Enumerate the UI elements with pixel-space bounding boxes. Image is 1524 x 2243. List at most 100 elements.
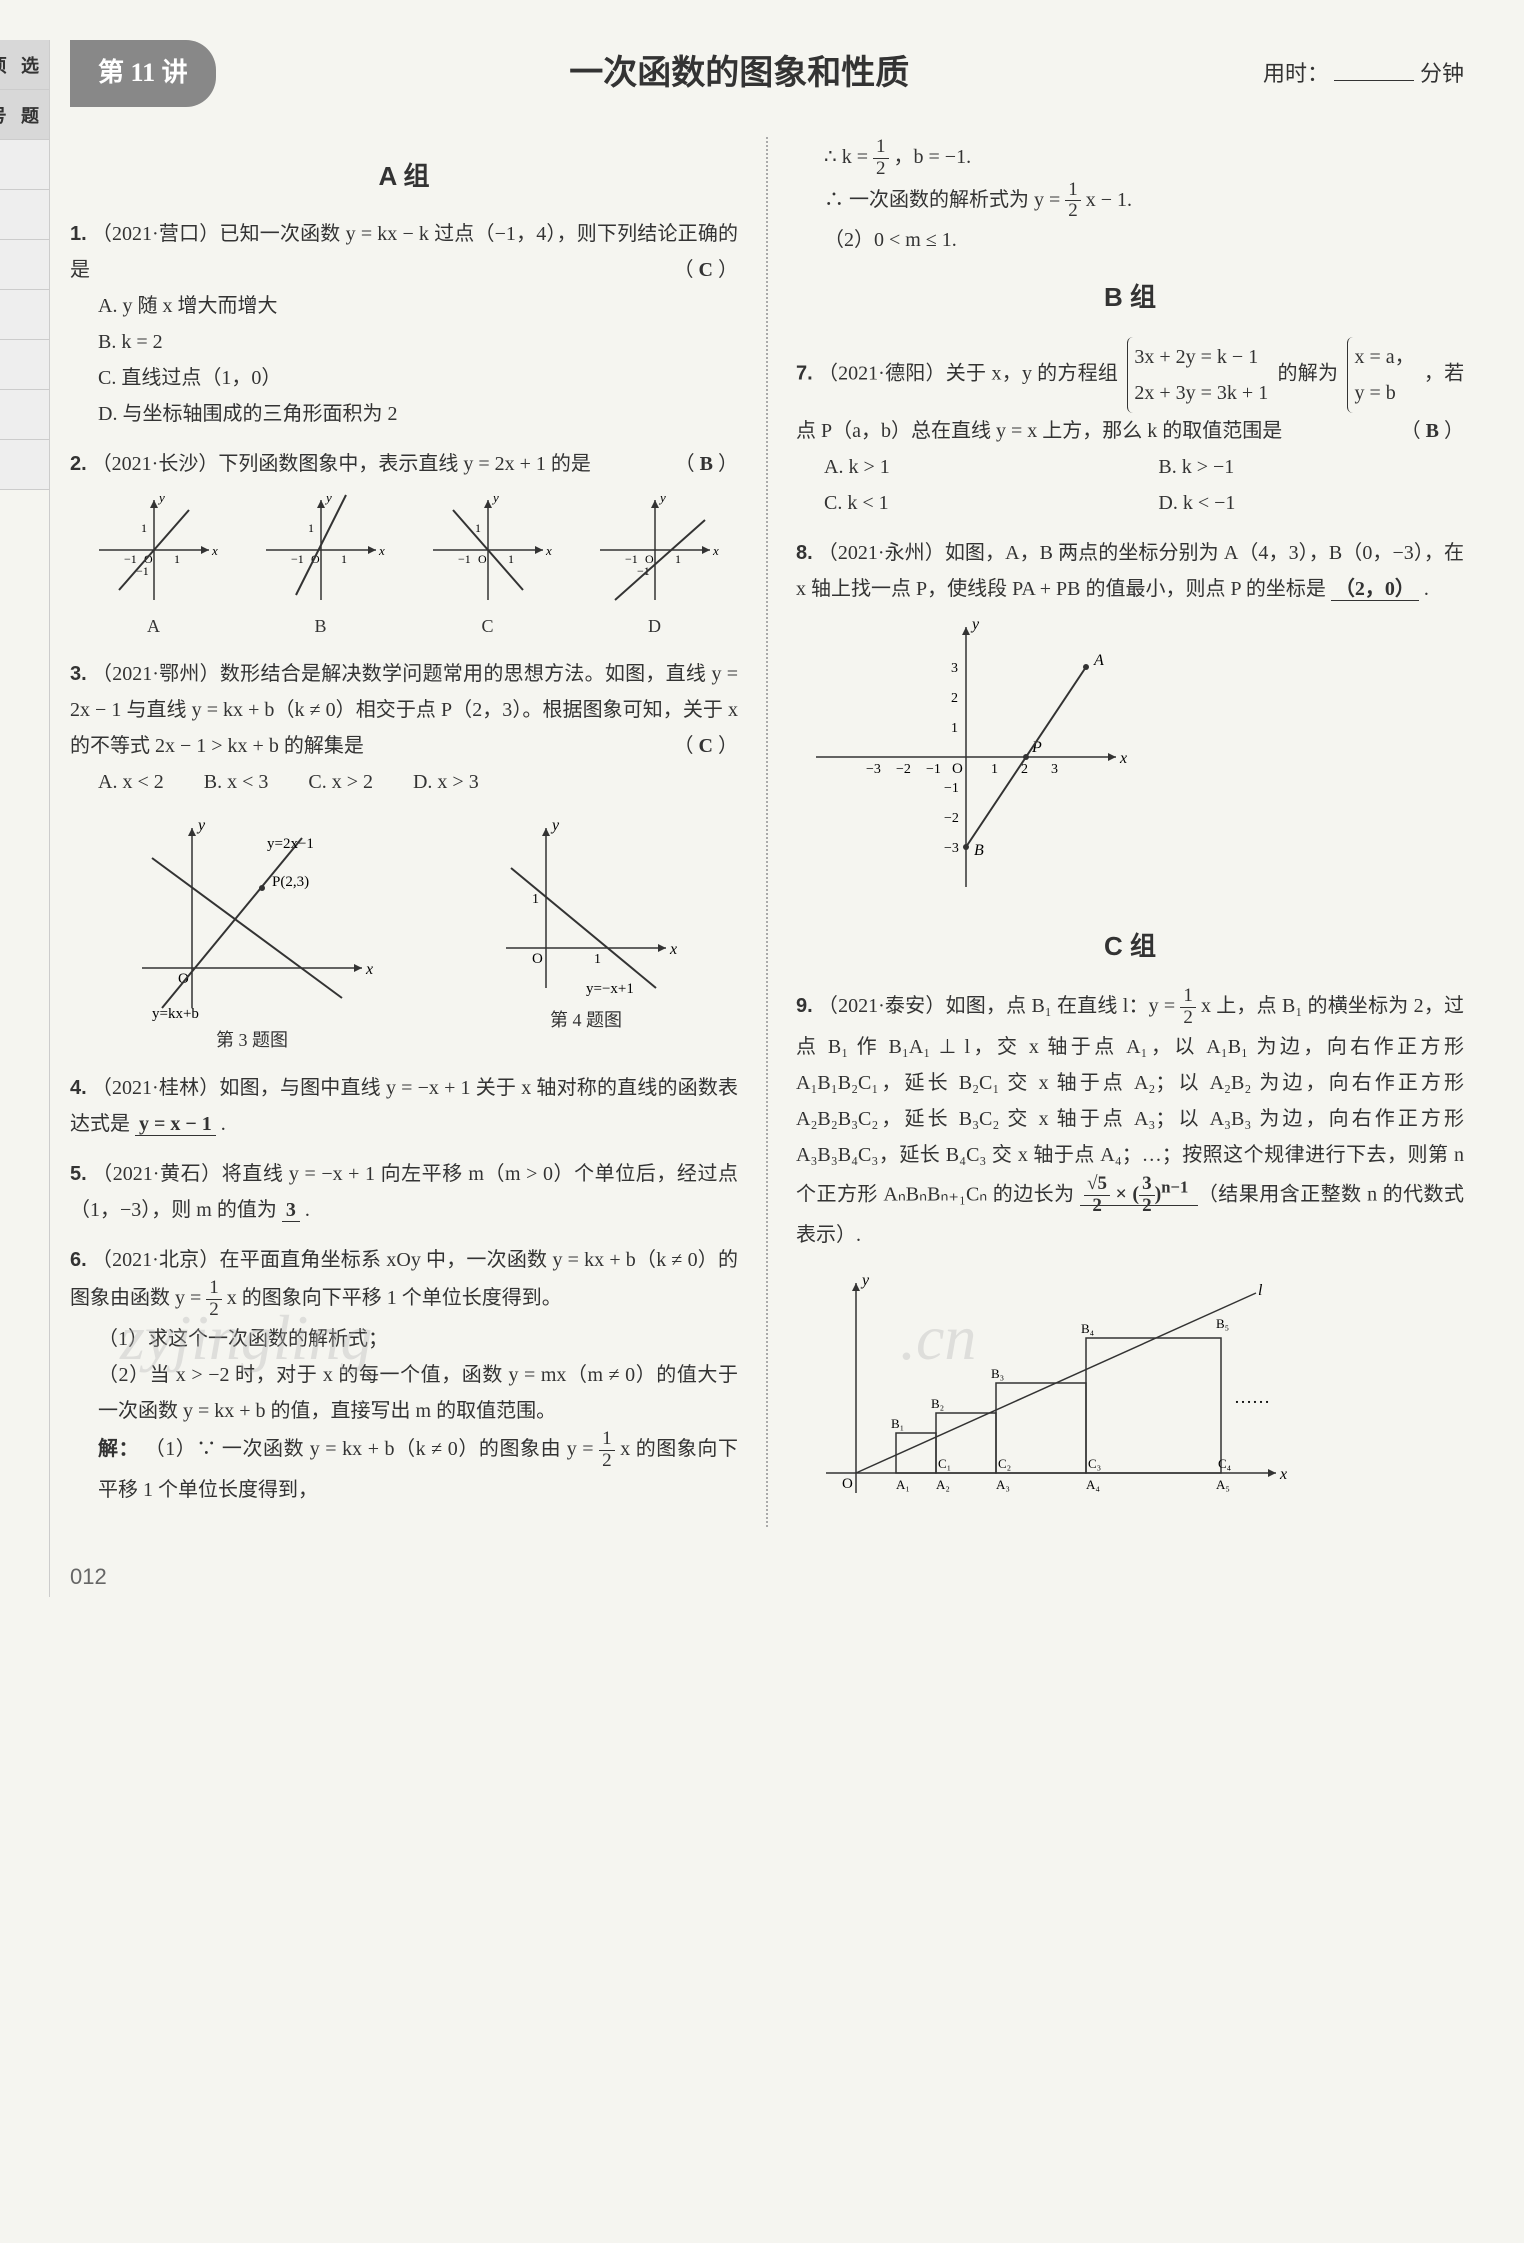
q7-text1: （2021·德阳）关于 x，y 的方程组 [818, 363, 1118, 385]
svg-text:A: A [1093, 652, 1104, 669]
q3-graph-left: x y O P(2,3) y=2x−1 y=kx+b 第 3 题图 [122, 808, 382, 1056]
svg-text:x: x [1279, 1466, 1287, 1483]
q7-answer-paren: （ B ） [1401, 413, 1464, 449]
side-tab-blank [0, 140, 49, 190]
svg-text:y: y [550, 817, 560, 834]
svg-text:C₂: C₂ [998, 1456, 1011, 1471]
q1-opt-B: B. k = 2 [70, 324, 738, 360]
svg-text:B: B [974, 842, 984, 859]
q6-sol2a: ∴ k = [824, 146, 873, 168]
svg-text:A₃: A₃ [996, 1477, 1010, 1492]
svg-text:x: x [378, 543, 385, 558]
q6-part1: （1）求这个一次函数的解析式； [70, 1321, 738, 1357]
q5-answer: 3 [282, 1199, 300, 1222]
svg-text:−1: −1 [136, 564, 149, 578]
svg-text:1: 1 [991, 762, 998, 777]
q3-opt-C: C. x > 2 [308, 764, 373, 800]
q4-answer: y = x − 1 [135, 1113, 216, 1136]
q2-graph-row: x y O −1 1 1 −1 A [70, 490, 738, 642]
side-tab-blank [0, 240, 49, 290]
problem-5: 5. （2021·黄石）将直线 y = −x + 1 向左平移 m（m > 0）… [70, 1156, 738, 1228]
q9-num: 9. [796, 995, 813, 1017]
svg-text:−3: −3 [944, 841, 959, 856]
q5-num: 5. [70, 1163, 87, 1185]
svg-text:−1: −1 [926, 762, 941, 777]
q9-answer: √52 × (32)n−1 [1080, 1183, 1198, 1206]
q2-num: 2. [70, 453, 87, 475]
svg-text:1: 1 [308, 521, 314, 535]
svg-text:O: O [178, 971, 189, 987]
q6-sol1: （1）∵ 一次函数 y = kx + b（k ≠ 0）的图象由 y = [145, 1438, 599, 1460]
q2-answer-paren: （ B ） [675, 446, 738, 482]
svg-text:A₅: A₅ [1216, 1477, 1230, 1492]
q2-graph-D: x y O −1 1 −1 D [590, 490, 720, 642]
svg-text:O: O [952, 761, 963, 777]
q3-opt-D: D. x > 3 [413, 764, 479, 800]
q3-point-label: P(2,3) [272, 874, 309, 890]
svg-text:3: 3 [951, 661, 958, 676]
q6-sol2b: ，b = −1. [894, 146, 972, 168]
svg-text:O: O [532, 951, 543, 967]
problem-9: 9. （2021·泰安）如图，点 B₁ 在直线 l：y = 12 x 上，点 B… [796, 986, 1464, 1513]
q9-graph: x y O l B₁ B₂ B₃ [796, 1253, 1464, 1513]
svg-text:y: y [196, 817, 206, 834]
q6-sol-cont: ∴ k = 12 ，b = −1. ∴ 一次函数的解析式为 y = 12 x −… [796, 137, 1464, 259]
svg-text:1: 1 [341, 552, 347, 566]
q3-num: 3. [70, 663, 87, 685]
q1-text: （2021·营口）已知一次函数 y = kx − k 过点（−1，4），则下列结… [70, 223, 738, 281]
q4-num: 4. [70, 1077, 87, 1099]
q2-graph-B: x y O −1 1 1 B [256, 490, 386, 642]
svg-text:1: 1 [532, 892, 539, 907]
q3-answer: C [699, 735, 713, 757]
q3-line3-label: y=−x+1 [586, 981, 634, 997]
q5-text: （2021·黄石）将直线 y = −x + 1 向左平移 m（m > 0）个单位… [70, 1163, 738, 1221]
svg-text:……: …… [1234, 1387, 1270, 1407]
left-column: A 组 1. （2021·营口）已知一次函数 y = kx − k 过点（−1，… [70, 137, 738, 1527]
q6-num: 6. [70, 1249, 87, 1271]
svg-text:−1: −1 [124, 552, 137, 566]
svg-text:A₂: A₂ [936, 1477, 950, 1492]
problem-7: 7. （2021·德阳）关于 x，y 的方程组 3x + 2y = k − 1 … [796, 337, 1464, 521]
svg-text:C₃: C₃ [1088, 1456, 1101, 1471]
side-tab-blank [0, 190, 49, 240]
q3-answer-paren: （ C ） [674, 728, 738, 764]
problem-2: 2. （2021·长沙）下列函数图象中，表示直线 y = 2x + 1 的是 （… [70, 446, 738, 642]
q8-graph: x y O 1 2 3 −1 −2 −3 1 2 3 −1 [796, 607, 1464, 907]
group-c-header: C 组 [796, 923, 1464, 970]
q2-label-B: B [256, 610, 386, 642]
svg-text:2: 2 [951, 691, 958, 706]
problem-4: 4. （2021·桂林）如图，与图中直线 y = −x + 1 关于 x 轴对称… [70, 1070, 738, 1142]
svg-text:x: x [211, 543, 218, 558]
time-blank[interactable] [1334, 80, 1414, 81]
q1-answer: C [699, 259, 713, 281]
lesson-title: 一次函数的图象和性质 [216, 43, 1263, 104]
svg-text:1: 1 [475, 521, 481, 535]
q6-sol3b: x − 1. [1086, 189, 1132, 211]
svg-text:x: x [669, 941, 677, 958]
q8-answer: （2，0） [1331, 578, 1419, 601]
q2-answer: B [700, 453, 713, 475]
q8-after: . [1424, 578, 1429, 600]
svg-text:B₃: B₃ [991, 1366, 1004, 1381]
svg-text:C₄: C₄ [1218, 1456, 1232, 1471]
svg-text:x: x [1119, 750, 1127, 767]
side-tab-blank [0, 440, 49, 490]
svg-text:y: y [658, 490, 666, 505]
q3-graph-row: x y O P(2,3) y=2x−1 y=kx+b 第 3 题图 [70, 808, 738, 1056]
side-tab-blank [0, 290, 49, 340]
svg-text:1: 1 [174, 552, 180, 566]
q3-opt-B: B. x < 3 [204, 764, 269, 800]
svg-text:y: y [970, 616, 980, 633]
problem-1: 1. （2021·营口）已知一次函数 y = kx − k 过点（−1，4），则… [70, 216, 738, 432]
group-b-header: B 组 [796, 274, 1464, 321]
q7-opt-B: B. k > −1 [1158, 449, 1452, 485]
q6-sol3: ∴ 一次函数的解析式为 y = [824, 189, 1065, 211]
svg-text:x: x [712, 543, 719, 558]
q2-graph-A: x y O −1 1 1 −1 A [89, 490, 219, 642]
time-prefix: 用时： [1263, 61, 1329, 86]
side-tab: 选项 题号 [0, 40, 50, 1597]
svg-text:B₄: B₄ [1081, 1321, 1095, 1336]
svg-text:−1: −1 [458, 552, 471, 566]
q7-eq3: x = a， [1354, 339, 1414, 375]
q3-graph-right: x y O 1 1 y=−x+1 第 4 题图 [486, 808, 686, 1056]
